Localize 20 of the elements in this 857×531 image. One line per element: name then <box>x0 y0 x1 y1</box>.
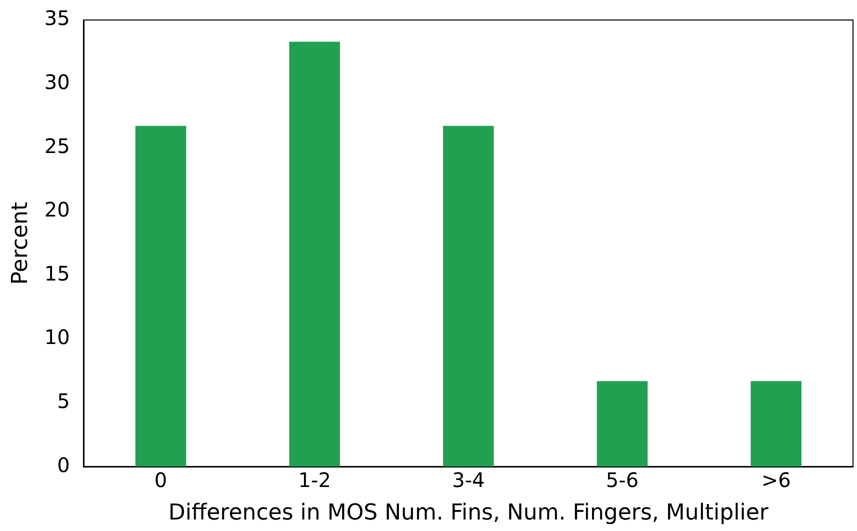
y-tick-label: 35 <box>44 6 70 30</box>
x-axis-title: Differences in MOS Num. Fins, Num. Fingers, Multiplier <box>168 500 770 526</box>
y-axis-title: Percent <box>8 202 33 285</box>
y-tick-label: 20 <box>44 198 70 222</box>
x-tick-label: 1-2 <box>298 468 331 492</box>
x-tick-label: 5-6 <box>606 468 639 492</box>
x-tick-label: 0 <box>154 468 168 492</box>
y-tick-label: 0 <box>57 452 70 477</box>
bar <box>750 381 802 467</box>
y-tick-label: 30 <box>44 70 70 94</box>
x-tick-label: >6 <box>761 468 791 492</box>
x-tick-label: 3-4 <box>452 468 485 492</box>
y-tick-label: 10 <box>44 325 70 350</box>
y-tick-label: 25 <box>44 134 70 158</box>
bar <box>596 381 648 467</box>
bar <box>289 42 340 467</box>
y-tick-label: 5 <box>57 389 70 414</box>
y-tick-label: 15 <box>44 261 70 286</box>
bar <box>443 126 494 467</box>
bar <box>135 126 186 467</box>
